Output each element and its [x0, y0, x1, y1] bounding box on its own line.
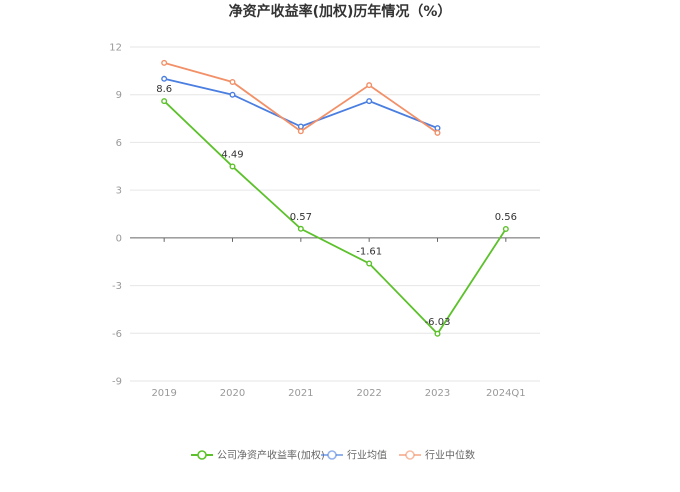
series-point — [434, 129, 441, 136]
legend-label: 行业中位数 — [425, 449, 475, 462]
series-0 — [161, 98, 509, 337]
data-labels: 8.6 4.49 0.57 -1.61 -6.03 0.56 — [156, 84, 517, 328]
y-tick-label: 9 — [116, 90, 122, 101]
data-label: -1.61 — [356, 246, 382, 257]
legend-item-2[interactable]: 行业中位数 — [399, 449, 475, 462]
series-point — [297, 225, 304, 232]
x-tick-label: 2022 — [356, 388, 381, 399]
data-label: -6.03 — [425, 317, 451, 328]
series-point — [502, 225, 509, 232]
y-tick-label: 12 — [109, 43, 122, 54]
series-point — [161, 98, 168, 105]
legend-item-0[interactable]: 公司净资产收益率(加权) — [191, 449, 325, 462]
series-lines — [161, 59, 509, 337]
data-label: 4.49 — [221, 149, 243, 160]
series-point — [297, 123, 304, 130]
legend-marker — [327, 450, 337, 460]
legend-label: 行业均值 — [347, 449, 387, 462]
x-tick-label: 2024Q1 — [486, 388, 526, 399]
series-line — [163, 62, 439, 134]
series-point — [366, 260, 373, 267]
y-axis-ticks: 12 9 6 3 0 -3 -6 -9 — [109, 43, 122, 388]
legend-marker — [197, 450, 207, 460]
x-tick-label: 2020 — [220, 388, 245, 399]
series-point — [161, 75, 168, 82]
series-line — [163, 100, 507, 336]
series-point — [229, 163, 236, 170]
series-point — [229, 78, 236, 85]
series-point — [366, 82, 373, 89]
y-tick-label: -9 — [112, 377, 122, 388]
series-point — [297, 128, 304, 135]
series-point — [366, 98, 373, 105]
y-tick-label: 0 — [116, 233, 122, 244]
series-point — [229, 91, 236, 98]
legend-item-1[interactable]: 行业均值 — [321, 449, 387, 462]
series-1 — [161, 75, 441, 132]
series-point — [434, 330, 441, 337]
x-tick-label: 2023 — [425, 388, 450, 399]
legend-marker — [405, 450, 415, 460]
data-label: 0.57 — [290, 212, 312, 223]
y-tick-label: 3 — [116, 186, 122, 197]
x-tick-label: 2019 — [151, 388, 176, 399]
y-tick-label: -6 — [112, 329, 122, 340]
data-label: 8.6 — [156, 84, 172, 95]
series-2 — [161, 59, 441, 136]
series-point — [161, 59, 168, 66]
y-tick-label: -3 — [112, 281, 122, 292]
legend: 公司净资产收益率(加权) 行业均值 行业中位数 — [191, 449, 475, 462]
x-axis: 2019 2020 2021 2022 2023 2024Q1 — [151, 237, 526, 399]
data-label: 0.56 — [495, 212, 517, 223]
legend-label: 公司净资产收益率(加权) — [217, 449, 325, 462]
x-tick-label: 2021 — [288, 388, 313, 399]
grid-lines — [130, 46, 540, 382]
chart-title: 净资产收益率(加权)历年情况（%） — [229, 3, 452, 20]
series-point — [434, 125, 441, 132]
y-tick-label: 6 — [116, 138, 122, 149]
